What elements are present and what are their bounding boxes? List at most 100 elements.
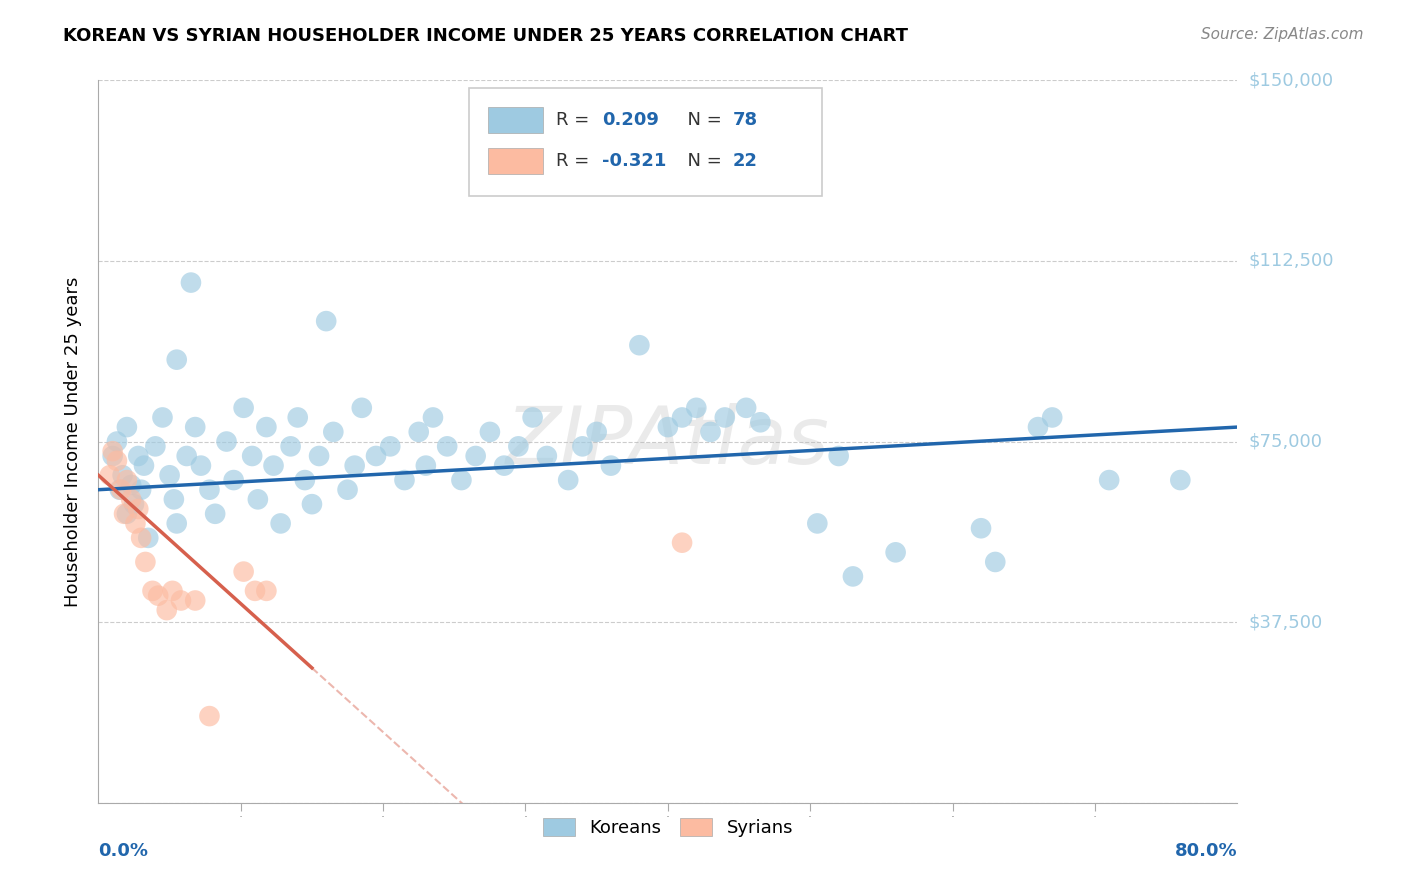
Point: [152, 410, 174, 425]
Point: [127, 502, 149, 516]
Point: [129, 531, 152, 545]
Point: [294, 473, 316, 487]
Point: [105, 434, 128, 449]
Text: $112,500: $112,500: [1249, 252, 1334, 270]
Point: [180, 276, 202, 290]
Point: [350, 401, 373, 415]
Point: [166, 516, 188, 531]
Point: [478, 425, 501, 439]
Point: [222, 473, 245, 487]
Point: [671, 410, 693, 425]
Point: [115, 507, 138, 521]
Point: [322, 425, 344, 439]
Point: [127, 449, 149, 463]
Point: [232, 565, 254, 579]
Point: [557, 473, 579, 487]
Point: [494, 458, 516, 473]
Point: [685, 401, 707, 415]
Point: [508, 439, 530, 453]
Point: [287, 410, 309, 425]
Point: [145, 439, 167, 453]
Text: $75,000: $75,000: [1249, 433, 1323, 450]
Point: [422, 410, 444, 425]
Point: [970, 521, 993, 535]
Point: [105, 454, 128, 468]
Point: [671, 535, 693, 549]
Point: [163, 492, 186, 507]
Text: N =: N =: [676, 111, 727, 129]
Point: [436, 439, 458, 453]
Point: [984, 555, 1007, 569]
Point: [699, 425, 721, 439]
Point: [136, 531, 159, 545]
Point: [243, 583, 266, 598]
Point: [156, 603, 179, 617]
Legend: Koreans, Syrians: Koreans, Syrians: [536, 811, 800, 845]
Point: [176, 449, 198, 463]
FancyBboxPatch shape: [468, 87, 821, 196]
Point: [159, 468, 181, 483]
Point: [162, 583, 184, 598]
Point: [828, 449, 851, 463]
Point: [240, 449, 263, 463]
Point: [806, 516, 828, 531]
Text: N =: N =: [676, 153, 727, 170]
Text: Source: ZipAtlas.com: Source: ZipAtlas.com: [1201, 27, 1364, 42]
Point: [184, 593, 207, 607]
Point: [124, 516, 146, 531]
Text: $150,000: $150,000: [1249, 71, 1333, 89]
Point: [263, 458, 285, 473]
Text: R =: R =: [557, 111, 595, 129]
Point: [657, 420, 679, 434]
Point: [115, 420, 138, 434]
Text: KOREAN VS SYRIAN HOUSEHOLDER INCOME UNDER 25 YEARS CORRELATION CHART: KOREAN VS SYRIAN HOUSEHOLDER INCOME UNDE…: [63, 27, 908, 45]
Point: [98, 468, 121, 483]
Point: [336, 483, 359, 497]
Point: [1026, 420, 1049, 434]
Point: [735, 401, 758, 415]
FancyBboxPatch shape: [488, 148, 543, 174]
Point: [1040, 410, 1063, 425]
Text: 78: 78: [733, 111, 758, 129]
Point: [198, 709, 221, 723]
Point: [464, 449, 486, 463]
Point: [166, 352, 188, 367]
Point: [108, 483, 131, 497]
Point: [308, 449, 330, 463]
Point: [415, 458, 437, 473]
Point: [198, 483, 221, 497]
Point: [232, 401, 254, 415]
Point: [110, 483, 132, 497]
Point: [364, 449, 387, 463]
Text: -0.321: -0.321: [602, 153, 666, 170]
Point: [112, 507, 135, 521]
Point: [270, 516, 292, 531]
Point: [522, 410, 544, 425]
Text: 0.209: 0.209: [602, 111, 658, 129]
Text: 80.0%: 80.0%: [1174, 842, 1237, 860]
FancyBboxPatch shape: [488, 107, 543, 133]
Point: [246, 492, 269, 507]
Point: [134, 555, 156, 569]
Point: [184, 420, 207, 434]
Point: [122, 497, 145, 511]
Point: [450, 473, 472, 487]
Point: [120, 478, 142, 492]
Point: [111, 468, 134, 483]
Point: [170, 593, 193, 607]
Point: [628, 338, 651, 352]
Point: [585, 425, 607, 439]
Point: [571, 439, 593, 453]
Point: [884, 545, 907, 559]
Point: [1170, 473, 1192, 487]
Point: [132, 458, 155, 473]
Point: [101, 449, 124, 463]
Point: [141, 583, 163, 598]
Text: 0.0%: 0.0%: [98, 842, 149, 860]
Point: [380, 439, 402, 453]
Point: [301, 497, 323, 511]
Point: [280, 439, 302, 453]
Point: [129, 483, 152, 497]
Point: [315, 314, 337, 328]
Point: [120, 492, 142, 507]
